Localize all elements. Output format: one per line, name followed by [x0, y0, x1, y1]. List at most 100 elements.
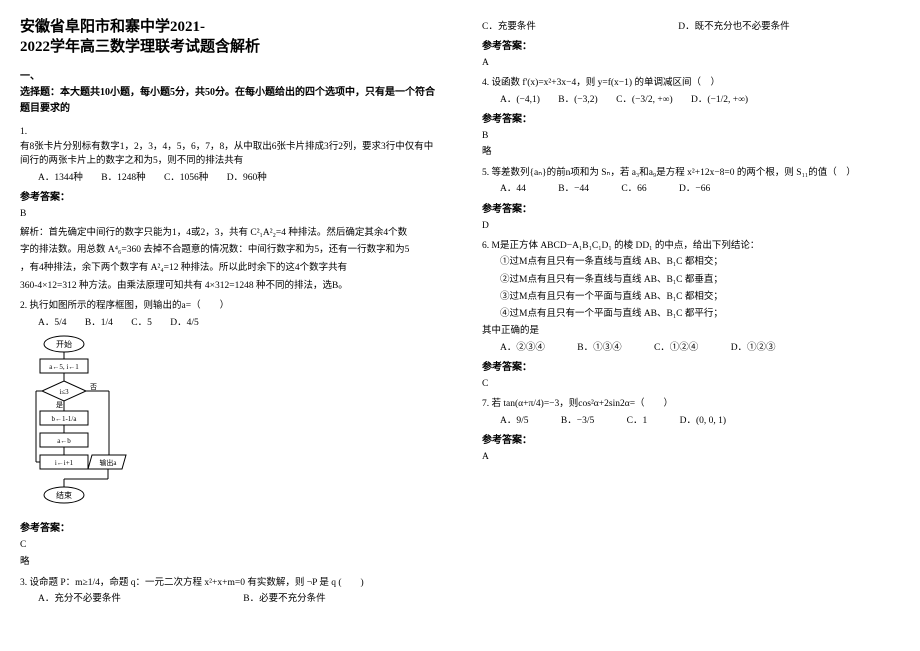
q1-ans: B: [20, 207, 438, 222]
flow-no: 否: [90, 383, 97, 391]
q1-text: 有8张卡片分别标有数字1，2，3，4，5，6，7，8，从中取出6张卡片排成3行2…: [20, 142, 433, 167]
q7-ans-label: 参考答案：: [482, 433, 900, 449]
q1-exp4: 360-4×12=312 种方法。由乘法原理可知共有 4×312=1248 种不…: [20, 279, 438, 294]
q6-text: M是正方体 ABCD−A₁B₁C₁D₁ 的棱 DD₁ 的中点，给出下列结论：: [492, 241, 760, 251]
q1-num: 1.: [20, 127, 27, 137]
q7-opt-c: C．1: [627, 414, 648, 429]
q2-opt-b: B．1/4: [85, 316, 113, 331]
q2-ans: C: [20, 538, 438, 553]
q7-opt-b: B．−3/5: [561, 414, 594, 429]
flow-start: 开始: [56, 339, 72, 349]
q4-skip: 略: [482, 145, 900, 160]
q4-opt-d: D．(−1/2, +∞): [691, 93, 748, 108]
q3-text: 设命题 P：m≥1/4，命题 q：一元二次方程 x²+x+m=0 有实数解，则 …: [30, 578, 364, 588]
q6-num: 6.: [482, 241, 489, 251]
q7-opts: A．9/5 B．−3/5 C．1 D．(0, 0, 1): [500, 414, 900, 429]
q4-ans: B: [482, 129, 900, 144]
left-column: 安徽省阜阳市和寨中学2021- 2022学年高三数学理联考试题含解析 一、 选择…: [20, 18, 460, 633]
q6-s4: ④过M点有且只有一个平面与直线 AB、B₁C 都平行；: [500, 307, 900, 322]
q4-text: 设函数 f'(x)=x²+3x−4，则 y=f(x−1) 的单调减区间（ ）: [492, 78, 720, 88]
q6-ans: C: [482, 377, 900, 392]
flow-step2: b←1-1/a: [52, 415, 78, 423]
q1-opt-c: C．1056种: [164, 171, 208, 186]
q5-text: 等差数列{aₙ}的前n项和为 Sₙ，若 a₃和a₉是方程 x²+12x−8=0 …: [492, 168, 856, 178]
flow-cond: i≤3: [59, 388, 69, 396]
q6-s2: ②过M点有且只有一条直线与直线 AB、B₁C 都垂直；: [500, 273, 900, 288]
q1-exp3: ，有4种排法，余下两个数字有 A²₄=12 种排法。所以此时余下的这4个数字共有: [20, 261, 438, 276]
q5-ans-label: 参考答案：: [482, 202, 900, 218]
title-line2: 2022学年高三数学理联考试题含解析: [20, 39, 260, 55]
q3-opts-ab: A．充分不必要条件 B．必要不充分条件: [38, 592, 438, 607]
q4-opt-b: B．(−3,2): [558, 93, 597, 108]
q3-opt-b: B．必要不充分条件: [243, 592, 325, 607]
q1-exp1: 解析：首先确定中间行的数字只能为1，4或2，3，共有 C²₁A²₂=4 种排法。…: [20, 226, 438, 241]
right-column: C．充要条件 D．既不充分也不必要条件 参考答案： A 4. 设函数 f'(x)…: [460, 18, 900, 633]
q4-opts: A．(−4,1) B．(−3,2) C．(−3/2, +∞) D．(−1/2, …: [500, 93, 900, 108]
q1-ans-label: 参考答案：: [20, 190, 438, 206]
flow-yes: 是: [56, 401, 63, 409]
q3-ans: A: [482, 56, 900, 71]
q3: 3. 设命题 P：m≥1/4，命题 q：一元二次方程 x²+x+m=0 有实数解…: [20, 576, 438, 591]
q3-opt-c: C．充要条件: [482, 20, 536, 35]
q1-opt-a: A．1344种: [38, 171, 83, 186]
q1: 1. 有8张卡片分别标有数字1，2，3，4，5，6，7，8，从中取出6张卡片排成…: [20, 125, 438, 169]
flowchart: 开始 a←5, i←1 i≤3 是 否 b←1-1/a a←b i←i+1 输出: [34, 335, 116, 513]
sec-desc: 选择题：本大题共10小题，每小题5分，共50分。在每小题给出的四个选项中，只有是…: [20, 87, 435, 114]
section1-head: 一、 选择题：本大题共10小题，每小题5分，共50分。在每小题给出的四个选项中，…: [20, 69, 438, 117]
q1-opts: A．1344种 B．1248种 C．1056种 D．960种: [38, 171, 438, 186]
q5-ans: D: [482, 219, 900, 234]
q6-s3: ③过M点有且只有一个平面与直线 AB、B₁C 都相交；: [500, 290, 900, 305]
q5: 5. 等差数列{aₙ}的前n项和为 Sₙ，若 a₃和a₉是方程 x²+12x−8…: [482, 166, 900, 181]
q2-text: 执行如图所示的程序框图，则输出的a=（ ）: [30, 301, 230, 311]
flow-step3: a←b: [57, 437, 71, 445]
q7-text: 若 tan(α+π/4)=−3，则cos²α+2sin2α=（ ）: [492, 399, 674, 409]
q6-opt-d: D．①②③: [731, 341, 776, 356]
q6-s1: ①过M点有且只有一条直线与直线 AB、B₁C 都相交；: [500, 255, 900, 270]
title: 安徽省阜阳市和寨中学2021- 2022学年高三数学理联考试题含解析: [20, 18, 438, 57]
q4: 4. 设函数 f'(x)=x²+3x−4，则 y=f(x−1) 的单调减区间（ …: [482, 76, 900, 91]
q6-opt-c: C．①②④: [654, 341, 698, 356]
q1-exp2: 字的排法数。用总数 A⁴₆=360 去掉不合题意的情况数：中间行数字和为5，还有…: [20, 243, 438, 258]
q2-ans-label: 参考答案：: [20, 521, 438, 537]
flow-end: 结束: [56, 490, 72, 500]
sec-num: 一、: [20, 71, 40, 82]
q5-opt-d: D．−66: [679, 182, 710, 197]
q6-text2: 其中正确的是: [482, 324, 900, 339]
flow-step1: a←5, i←1: [49, 363, 79, 371]
q7-ans: A: [482, 450, 900, 465]
q3-opts-cd: C．充要条件 D．既不充分也不必要条件: [482, 20, 900, 35]
q7-num: 7.: [482, 399, 489, 409]
q2-skip: 略: [20, 555, 438, 570]
q4-ans-label: 参考答案：: [482, 112, 900, 128]
q3-opt-d: D．既不充分也不必要条件: [678, 20, 789, 35]
q3-opt-a: A．充分不必要条件: [38, 592, 121, 607]
q6-opts: A．②③④ B．①③④ C．①②④ D．①②③: [500, 341, 900, 356]
q6-opt-a: A．②③④: [500, 341, 545, 356]
flow-step4: i←i+1: [55, 459, 74, 467]
q5-opt-c: C．66: [621, 182, 646, 197]
q2-num: 2.: [20, 301, 27, 311]
q5-opts: A．44 B．−44 C．66 D．−66: [500, 182, 900, 197]
q1-opt-b: B．1248种: [101, 171, 145, 186]
q2-opt-d: D．4/5: [170, 316, 199, 331]
q2-opts: A．5/4 B．1/4 C．5 D．4/5: [38, 316, 438, 331]
q2-opt-a: A．5/4: [38, 316, 67, 331]
title-line1: 安徽省阜阳市和寨中学2021-: [20, 19, 205, 35]
q7-opt-a: A．9/5: [500, 414, 529, 429]
q3-num: 3.: [20, 578, 27, 588]
q4-opt-a: A．(−4,1): [500, 93, 540, 108]
q5-opt-b: B．−44: [558, 182, 589, 197]
flow-out: 输出a: [99, 458, 117, 467]
q7: 7. 若 tan(α+π/4)=−3，则cos²α+2sin2α=（ ）: [482, 397, 900, 412]
q4-opt-c: C．(−3/2, +∞): [616, 93, 673, 108]
q6: 6. M是正方体 ABCD−A₁B₁C₁D₁ 的棱 DD₁ 的中点，给出下列结论…: [482, 239, 900, 254]
q6-opt-b: B．①③④: [577, 341, 621, 356]
q4-num: 4.: [482, 78, 489, 88]
q2: 2. 执行如图所示的程序框图，则输出的a=（ ）: [20, 299, 438, 314]
q5-opt-a: A．44: [500, 182, 526, 197]
q7-opt-d: D．(0, 0, 1): [680, 414, 726, 429]
q5-num: 5.: [482, 168, 489, 178]
q3-ans-label: 参考答案：: [482, 39, 900, 55]
q6-ans-label: 参考答案：: [482, 360, 900, 376]
q2-opt-c: C．5: [131, 316, 152, 331]
